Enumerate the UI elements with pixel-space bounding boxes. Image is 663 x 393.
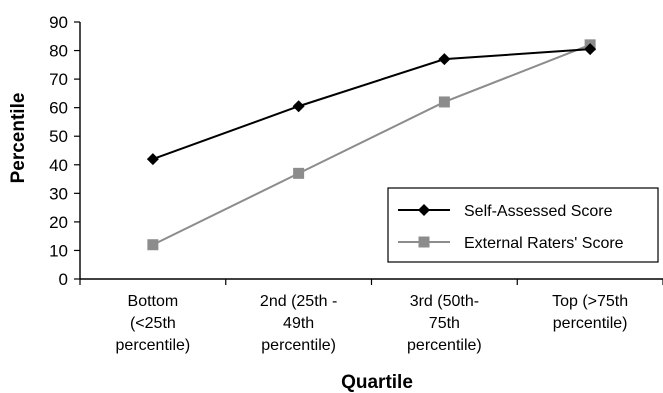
legend-box [387,187,659,263]
y-tick-label: 60 [49,99,68,118]
y-tick-label: 10 [49,241,68,260]
x-category-label-line: Bottom [128,293,179,310]
y-tick-label: 0 [59,270,68,289]
data-point [584,43,597,56]
series-self-assessed [146,43,597,166]
data-point [292,100,305,113]
y-tick-label: 40 [49,156,68,175]
series-line [152,48,591,161]
x-axis-ticks: Bottom (<25th percentile) 2nd (25th - 49th pe… [79,279,663,354]
data-point [438,96,450,108]
series-line [152,43,591,246]
legend-label: Self-Assessed Score [464,203,613,220]
y-tick-label: 20 [49,213,68,232]
x-category-label-line: percentile) [407,337,482,354]
x-category-label-line: (<25th [130,315,176,332]
x-category-label: Top (>75th percentile) [552,293,628,332]
x-category-label-line: percentile) [116,337,191,354]
y-tick-label: 70 [49,70,68,89]
x-category-label: 2nd (25th - 49th percentile) [260,293,337,354]
x-category-label: Bottom (<25th percentile) [116,293,191,354]
x-category-label: 3rd (50th- 75th percentile) [407,293,482,354]
y-tick-label: 90 [49,13,68,32]
x-category-label-line: 75th [429,315,460,332]
y-tick-label: 30 [49,184,68,203]
series-layer [146,39,597,251]
legend-swatch-marker [418,236,430,248]
y-axis-title: Percentile [8,93,29,184]
x-category-label-line: Top (>75th [552,293,628,310]
data-point [438,53,451,66]
data-point [146,153,159,166]
x-category-label-line: 49th [283,315,314,332]
legend-swatch-marker [418,204,430,216]
x-category-label-line: 3rd (50th- [410,293,479,310]
y-axis-ticks: 0 10 20 30 40 50 60 70 80 90 [49,13,80,289]
legend: Self-Assessed Score External Raters' Scor… [387,187,659,263]
x-category-label-line: percentile) [553,315,628,332]
y-tick-label: 80 [49,42,68,61]
x-category-label-line: percentile) [261,337,336,354]
x-axis-title: Quartile [341,372,413,393]
x-category-label-line: 2nd (25th - [260,293,337,310]
data-point [147,239,159,251]
legend-label: External Raters' Score [464,235,624,252]
y-tick-label: 50 [49,127,68,146]
data-point [293,167,305,179]
